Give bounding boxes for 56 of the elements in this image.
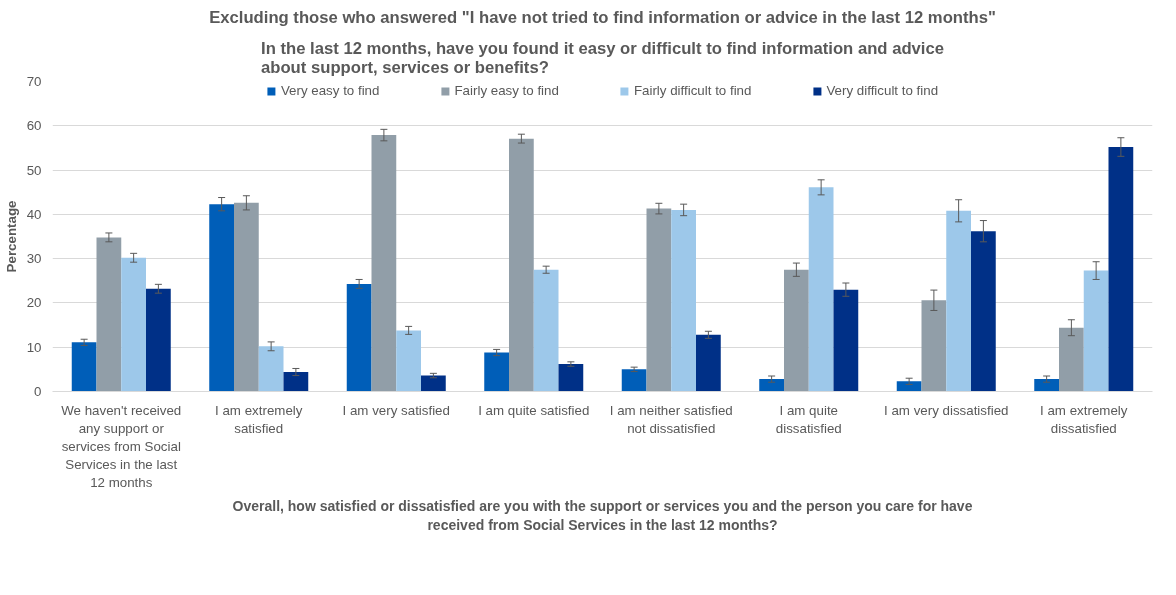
y-tick-label: 0 xyxy=(34,384,42,399)
bar xyxy=(346,283,372,392)
bar xyxy=(696,334,721,392)
bar xyxy=(71,342,97,392)
x-tick-label: I am very dissatisfied xyxy=(884,402,1009,418)
bar xyxy=(808,187,834,392)
x-tick-label: I am very satisfied xyxy=(342,402,450,418)
legend-label: Very difficult to find xyxy=(826,83,939,98)
bar xyxy=(759,379,784,392)
bar xyxy=(558,364,584,392)
legend-label: Very easy to find xyxy=(280,83,380,98)
bar xyxy=(1108,147,1134,392)
bar xyxy=(671,209,696,392)
y-tick-label: 70 xyxy=(26,74,42,89)
bar xyxy=(396,330,421,392)
legend-label: Fairly difficult to find xyxy=(633,83,752,98)
bar xyxy=(146,288,171,392)
bar xyxy=(784,269,809,392)
bar xyxy=(1083,270,1109,392)
bar xyxy=(533,269,559,392)
y-tick-label: 60 xyxy=(26,118,42,134)
y-tick-label: 40 xyxy=(26,206,42,222)
bar xyxy=(234,202,259,392)
bar xyxy=(646,208,672,392)
bar xyxy=(1059,327,1084,392)
chart-subtitle: In the last 12 months, have you found it easy or difficult to find information and advice about support, services or benefits? xyxy=(261,38,944,77)
y-tick-label: 30 xyxy=(26,251,42,267)
y-tick-label: 10 xyxy=(26,339,42,355)
bar xyxy=(96,237,122,392)
x-axis-title: Overall, how satisfied or dissatisfied are you with the support or services you and the person you care for have received from Social Services in the last 12 months? xyxy=(232,497,973,533)
bar xyxy=(371,135,397,392)
x-tick-label: I am quite satisfied xyxy=(478,402,590,418)
x-tick-label: I am extremely satisfied xyxy=(215,402,303,436)
bar xyxy=(484,352,509,392)
chart-title: Excluding those who answered "I have not tried to find information or advice in the last 12 months" xyxy=(209,7,996,27)
bar xyxy=(121,257,146,392)
bar xyxy=(258,346,284,392)
bar xyxy=(946,210,971,392)
y-axis-title: Percentage xyxy=(3,200,19,273)
bar xyxy=(621,369,647,392)
bar xyxy=(1034,379,1059,392)
y-tick-label: 20 xyxy=(26,295,42,311)
x-tick-label: I am extremely dissatisfied xyxy=(1040,402,1128,436)
bar xyxy=(509,138,534,392)
y-tick-label: 50 xyxy=(26,162,42,178)
bar xyxy=(921,300,947,392)
bar xyxy=(421,375,446,392)
x-tick-label: We haven't received any support or services from Social Services in the last 12 months xyxy=(61,402,182,490)
legend-label: Fairly easy to find xyxy=(454,83,559,98)
bar xyxy=(283,372,309,392)
x-tick-label: I am quite dissatisfied xyxy=(775,402,842,436)
bar xyxy=(971,231,996,392)
bar xyxy=(833,289,859,392)
bar xyxy=(209,204,234,392)
bar xyxy=(896,381,922,392)
x-tick-label: I am neither satisfied not dissatisfied xyxy=(609,402,733,436)
